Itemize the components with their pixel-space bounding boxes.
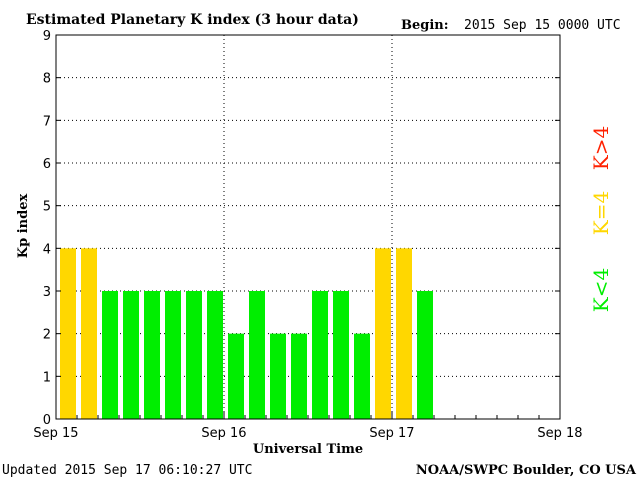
x-tick-labels: Sep 15 Sep 16 Sep 17 Sep 18 [33,426,582,441]
y-tick-label: 1 [43,370,51,385]
begin-value: 2015 Sep 15 0000 UTC [464,18,621,33]
y-tick-label: 8 [43,72,51,87]
source-credit: NOAA/SWPC Boulder, CO USA [416,463,637,478]
kp-bar [354,333,370,419]
y-tick-label: 3 [43,285,51,300]
kp-bar [375,248,391,419]
y-axis-title: Kp index [16,194,31,259]
y-tick-label: 2 [43,328,51,343]
kp-bar [270,333,286,419]
bar-group [60,248,433,419]
grid-lines [56,35,560,419]
kp-bar [249,291,265,419]
legend-k-below-4: K<4 [589,268,613,312]
x-axis-title: Universal Time [253,442,363,457]
y-tick-label: 6 [43,157,51,172]
kp-bar [312,291,328,419]
kp-bar [291,333,307,419]
kp-bar [165,291,181,419]
kp-bar [228,333,244,419]
y-tick-label: 7 [43,114,51,129]
x-tick-label: Sep 16 [201,426,246,441]
kp-bar [102,291,118,419]
begin-label: Begin: [401,18,449,33]
updated-timestamp: Updated 2015 Sep 17 06:10:27 UTC [2,463,252,478]
kp-bar [186,291,202,419]
legend-k-above-4: K>4 [589,126,613,170]
y-tick-label: 4 [43,242,51,257]
axis-ticks [55,34,561,420]
kp-bar [396,248,412,419]
y-tick-label: 9 [43,29,51,44]
legend-k-equal-4: K=4 [589,191,613,235]
kp-bar [333,291,349,419]
kp-bar [207,291,223,419]
kp-bar [81,248,97,419]
kp-bar [60,248,76,419]
y-tick-label: 5 [43,200,51,215]
kp-bar [417,291,433,419]
y-tick-label: 0 [43,413,51,428]
kp-bar [144,291,160,419]
kp-bar [123,291,139,419]
x-tick-label: Sep 18 [537,426,582,441]
y-tick-labels: 0 1 2 3 4 5 6 7 8 9 [43,29,51,428]
x-tick-label: Sep 15 [33,426,78,441]
x-tick-label: Sep 17 [369,426,414,441]
chart-title: Estimated Planetary K index (3 hour data… [26,12,359,28]
